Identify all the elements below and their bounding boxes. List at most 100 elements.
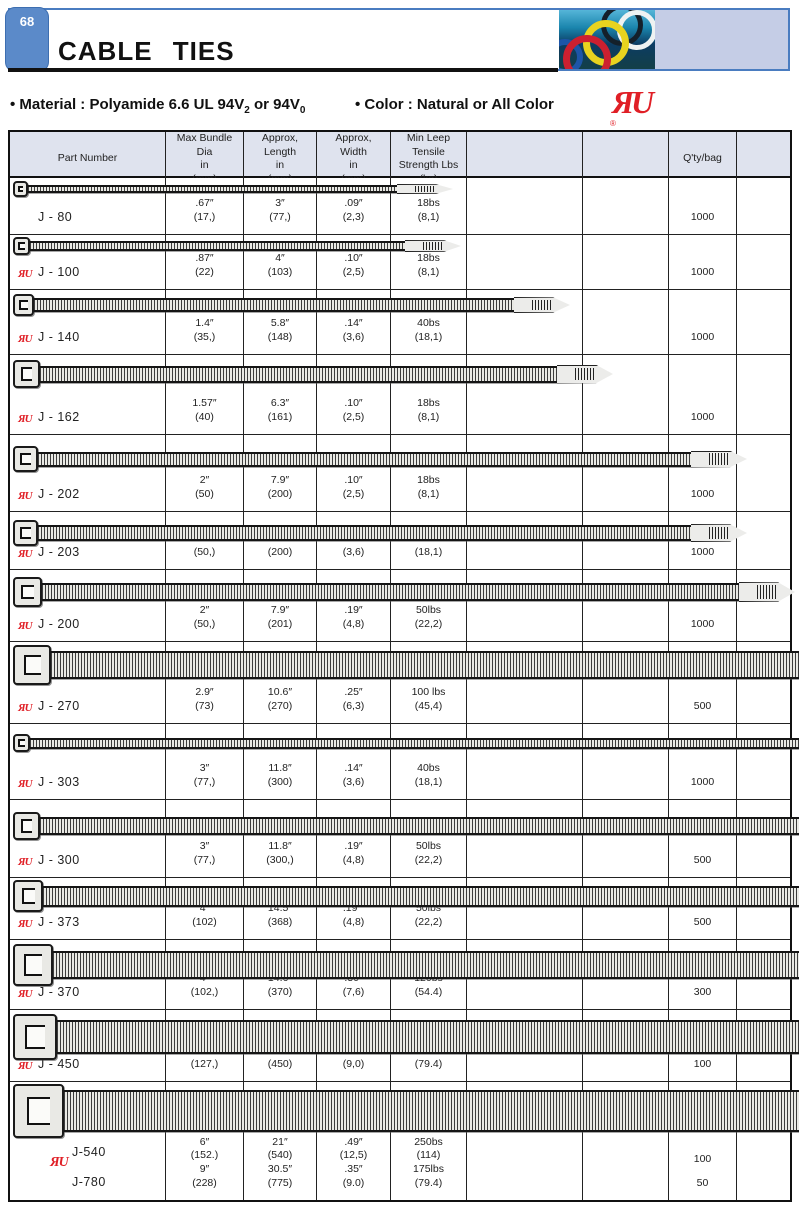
value-line: .14″ xyxy=(344,317,363,330)
value-line: (775) xyxy=(267,1177,293,1190)
part-number: J - 100 xyxy=(38,265,80,279)
length-cell: 6.3″ (161) xyxy=(244,355,317,434)
cable-tie-tip-stripes xyxy=(414,185,436,193)
value-line: .10″ xyxy=(344,252,363,265)
qty-value: 1000 xyxy=(690,266,715,279)
value-line: (79.4) xyxy=(414,1177,443,1190)
value-line: (4,8) xyxy=(342,854,365,867)
cable-tie-head-icon xyxy=(13,734,30,752)
cable-tie-band xyxy=(57,1020,799,1054)
value-line: 21″ xyxy=(272,1135,288,1148)
bundle-dia-cell: 2.9″ (73) xyxy=(166,642,244,723)
blank-cell xyxy=(467,878,583,939)
column-header-line: Tensile xyxy=(412,145,445,158)
bundle-dia-cell: 2″(50,) xyxy=(166,570,244,641)
width-cell: .49″ (12,5) .35″ (9.0) xyxy=(317,1082,391,1200)
page-number: 68 xyxy=(19,14,35,29)
blank-cell xyxy=(467,570,583,641)
qty-value: 100 xyxy=(693,1058,712,1071)
strength-cell: 40bs(18,1) xyxy=(391,724,467,799)
cable-tie-tip-stripes xyxy=(422,242,444,250)
value-line: 6.3″ xyxy=(270,397,290,410)
width-cell: .14″(3,6) xyxy=(317,724,391,799)
cable-tie-graphic xyxy=(13,237,461,255)
cable-tie-head-slot xyxy=(20,526,31,540)
blank-cell xyxy=(467,355,583,434)
blank-cell xyxy=(583,1082,669,1200)
qty-cell: 1000 xyxy=(669,290,737,354)
length-cell: 7.9″(200) xyxy=(244,435,317,511)
value-line: (3,6) xyxy=(342,331,365,344)
column-header-line: in xyxy=(200,159,209,172)
spec-line: • Material : Polyamide 6.6 UL 94V2 or 94… xyxy=(10,96,790,120)
cable-tie-graphic xyxy=(13,1084,799,1138)
cable-tie-graphic xyxy=(13,181,453,197)
cable-tie-head-icon xyxy=(13,645,51,685)
value-line: (200) xyxy=(267,488,293,501)
blank-cell xyxy=(737,290,790,354)
material-spec-text: • Material : Polyamide 6.6 UL 94V xyxy=(10,96,245,113)
value-line: 175lbs xyxy=(413,1163,444,1176)
strength-cell: 50lbs (22,2) xyxy=(391,800,467,877)
part-inner: J - 162 xyxy=(38,411,80,424)
table-row: J - 140 ЯU 1.4″ (35,) 5.8″ (148) .14″ (3,6) 40bs… xyxy=(10,290,790,355)
cable-tie-head-icon xyxy=(13,446,38,472)
value-line: 3″ xyxy=(199,840,210,853)
value-line: 250bs xyxy=(414,1135,443,1148)
table-body: J - 80.67″ (17,) 3″ (77,) .09″ (2,3) 18bs (8,1)… xyxy=(10,178,799,1200)
part-inner: J - 200 xyxy=(38,618,80,631)
blank-cell xyxy=(467,435,583,511)
bundle-dia-cell: 4″ (102) xyxy=(166,878,244,939)
ul-mini-mark: ЯU xyxy=(18,413,32,425)
table-row: J - 100 ЯU .87″ (22) 4″ (103) .10″ (2,5) 18bs (8,… xyxy=(10,235,790,290)
page-title: CABLE TIES xyxy=(58,36,235,66)
blank-cell xyxy=(583,878,669,939)
cable-tie-head-slot xyxy=(24,954,42,976)
cable-tie-tip xyxy=(557,364,613,384)
bundle-dia-cell: 3″ (77,) xyxy=(166,800,244,877)
cable-tie-band xyxy=(28,185,397,193)
cable-tie-band xyxy=(30,241,405,251)
ul-mini-mark: ЯU xyxy=(18,988,32,1000)
qty-value: 1000 xyxy=(690,411,715,424)
part-cell: J - 140 ЯU xyxy=(10,290,166,354)
column-header-line: Approx, xyxy=(335,132,372,144)
blank-cell xyxy=(467,642,583,723)
value-line: (4,8) xyxy=(342,618,365,631)
blank-cell xyxy=(467,290,583,354)
length-cell: 5.8″ (148) xyxy=(244,290,317,354)
cable-tie-tip xyxy=(397,184,453,194)
width-cell: .10″ (2,5) xyxy=(317,355,391,434)
blank-cell xyxy=(583,235,669,289)
bundle-dia-cell: .67″ (17,) xyxy=(166,178,244,234)
qty-value: 1000 xyxy=(690,331,715,344)
value-line: (40) xyxy=(195,411,214,424)
part-cell: J - 100 ЯU xyxy=(10,235,166,289)
cable-tie-graphic xyxy=(13,645,799,685)
cable-tie-head-icon xyxy=(13,294,34,316)
value-line: .35″ xyxy=(344,1163,363,1176)
value-line: (22,2) xyxy=(414,916,443,929)
page-number-tab: 68 xyxy=(5,7,49,72)
strength-cell: 250bs (114) 175lbs (79.4) xyxy=(391,1082,467,1200)
cable-tie-tip-stripes xyxy=(756,585,778,599)
value-line: 7.9″ xyxy=(270,474,290,487)
cable-tie-graphic xyxy=(13,1014,799,1060)
cable-tie-band xyxy=(53,951,799,979)
cable-tie-graphic xyxy=(13,577,795,607)
part-inner: J - 373 xyxy=(38,916,80,929)
value-line: (35,) xyxy=(193,331,216,344)
cable-tie-head-slot xyxy=(18,242,25,250)
part-number: J-780 xyxy=(72,1175,106,1189)
cable-ties-photo xyxy=(559,10,655,69)
width-cell: .09″ (2,3) xyxy=(317,178,391,234)
bundle-dia-cell: 2″ (50) xyxy=(166,435,244,511)
cable-tie-head-slot xyxy=(19,299,28,311)
bundle-dia-cell: 6″ (152.) 9″ (228) xyxy=(166,1082,244,1200)
part-inner: J - 300 xyxy=(38,854,80,867)
value-line: (6,3) xyxy=(342,700,365,713)
value-line: 5.8″ xyxy=(270,317,290,330)
column-header-line: Strength Lbs xyxy=(398,159,459,172)
value-line: (77,) xyxy=(269,211,291,224)
